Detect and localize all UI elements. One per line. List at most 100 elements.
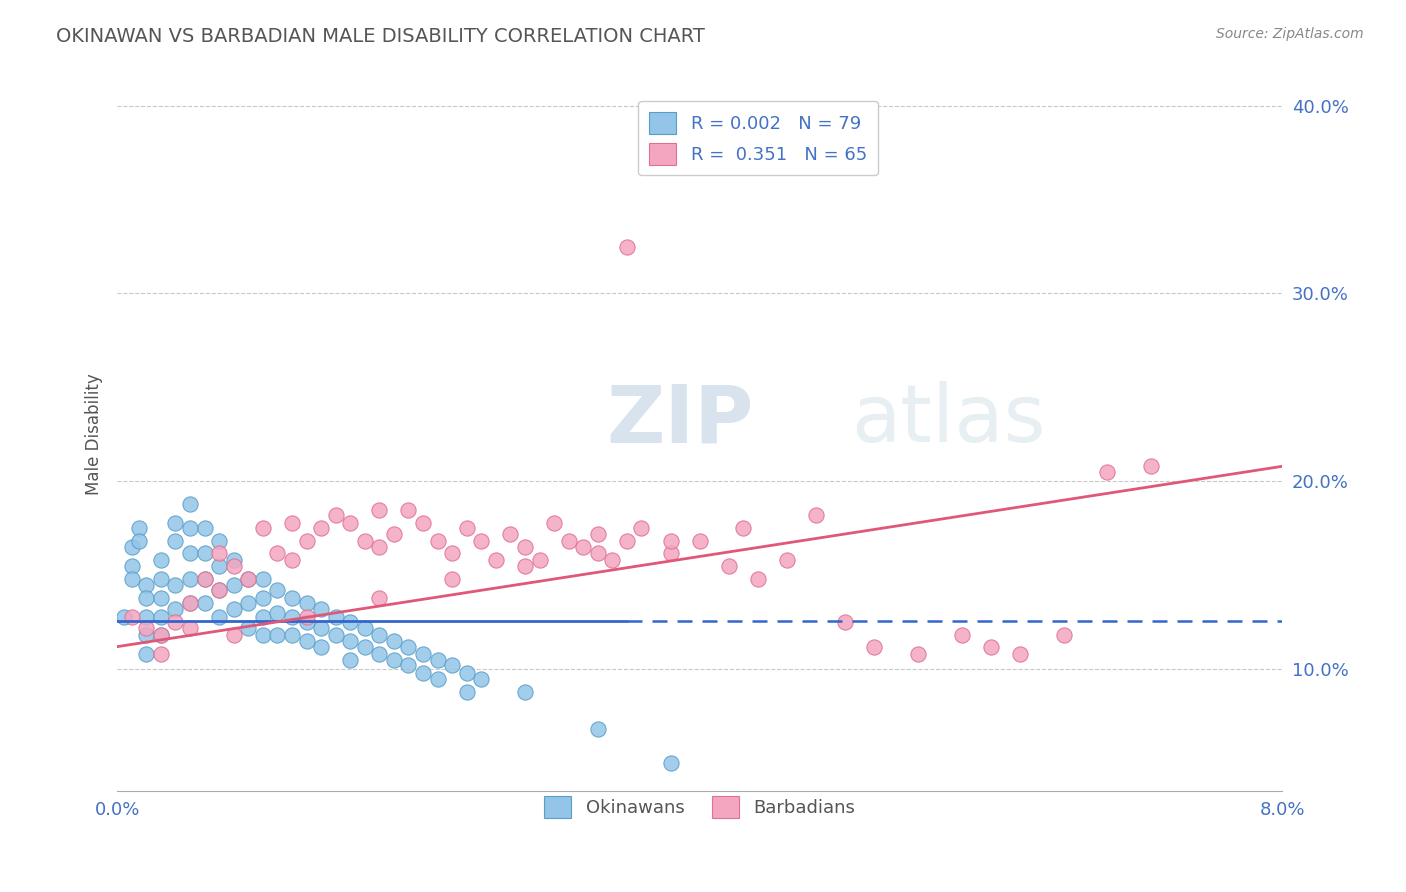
Point — [295, 534, 318, 549]
Point — [208, 609, 231, 624]
Point — [135, 647, 157, 661]
Point — [398, 658, 420, 673]
Point — [281, 553, 304, 567]
Point — [114, 609, 136, 624]
Text: ZIP: ZIP — [606, 381, 754, 459]
Point — [179, 597, 201, 611]
Point — [470, 534, 492, 549]
Point — [441, 572, 464, 586]
Point — [717, 558, 740, 573]
Legend: Okinawans, Barbadians: Okinawans, Barbadians — [537, 789, 862, 825]
Point — [513, 558, 536, 573]
Point — [281, 591, 304, 605]
Point — [309, 621, 332, 635]
Point — [149, 572, 172, 586]
Point — [121, 609, 143, 624]
Point — [339, 634, 361, 648]
Point — [208, 546, 231, 560]
Point — [529, 553, 551, 567]
Point — [339, 653, 361, 667]
Point — [353, 621, 375, 635]
Point — [382, 527, 405, 541]
Point — [426, 534, 449, 549]
Point — [309, 521, 332, 535]
Point — [441, 658, 464, 673]
Text: OKINAWAN VS BARBADIAN MALE DISABILITY CORRELATION CHART: OKINAWAN VS BARBADIAN MALE DISABILITY CO… — [56, 27, 706, 45]
Text: atlas: atlas — [851, 381, 1046, 459]
Point — [252, 609, 274, 624]
Point — [149, 553, 172, 567]
Point — [266, 546, 288, 560]
Point — [557, 534, 579, 549]
Point — [252, 628, 274, 642]
Point — [572, 540, 595, 554]
Point — [149, 609, 172, 624]
Point — [382, 634, 405, 648]
Point — [426, 653, 449, 667]
Point — [1010, 647, 1032, 661]
Point — [325, 628, 347, 642]
Point — [121, 558, 143, 573]
Point — [165, 615, 187, 630]
Point — [238, 621, 260, 635]
Point — [382, 653, 405, 667]
Point — [543, 516, 565, 530]
Point — [368, 591, 391, 605]
Point — [398, 640, 420, 654]
Point — [165, 516, 187, 530]
Point — [616, 239, 638, 253]
Point — [398, 502, 420, 516]
Point — [208, 583, 231, 598]
Point — [339, 615, 361, 630]
Point — [135, 628, 157, 642]
Point — [980, 640, 1002, 654]
Point — [208, 534, 231, 549]
Point — [353, 534, 375, 549]
Point — [602, 553, 624, 567]
Point — [193, 546, 215, 560]
Point — [128, 534, 150, 549]
Point — [309, 640, 332, 654]
Point — [149, 628, 172, 642]
Point — [368, 540, 391, 554]
Point — [222, 628, 245, 642]
Point — [659, 756, 682, 771]
Point — [193, 597, 215, 611]
Point — [339, 516, 361, 530]
Point — [165, 534, 187, 549]
Point — [456, 521, 478, 535]
Point — [834, 615, 856, 630]
Point — [135, 591, 157, 605]
Point — [485, 553, 508, 567]
Point — [630, 521, 652, 535]
Point — [689, 534, 711, 549]
Point — [222, 553, 245, 567]
Point — [193, 521, 215, 535]
Point — [733, 521, 755, 535]
Point — [252, 521, 274, 535]
Point — [179, 597, 201, 611]
Point — [325, 609, 347, 624]
Point — [513, 684, 536, 698]
Point — [208, 558, 231, 573]
Point — [222, 558, 245, 573]
Point — [470, 672, 492, 686]
Point — [426, 672, 449, 686]
Point — [208, 583, 231, 598]
Point — [1097, 465, 1119, 479]
Text: Source: ZipAtlas.com: Source: ZipAtlas.com — [1216, 27, 1364, 41]
Point — [586, 546, 609, 560]
Point — [193, 572, 215, 586]
Point — [368, 628, 391, 642]
Point — [309, 602, 332, 616]
Point — [353, 640, 375, 654]
Point — [266, 606, 288, 620]
Point — [295, 609, 318, 624]
Point — [863, 640, 886, 654]
Point — [456, 684, 478, 698]
Point — [1140, 459, 1163, 474]
Point — [806, 508, 828, 523]
Point — [281, 628, 304, 642]
Point — [252, 572, 274, 586]
Point — [907, 647, 929, 661]
